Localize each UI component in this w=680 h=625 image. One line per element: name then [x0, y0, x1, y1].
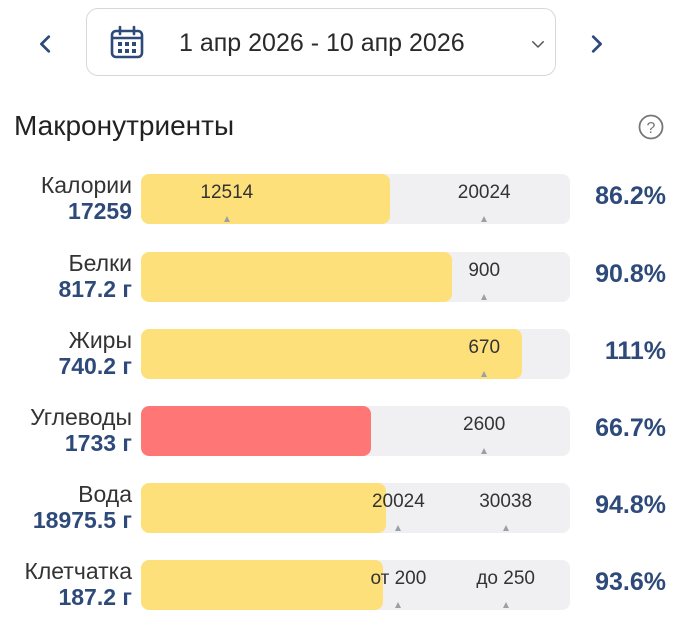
- section-title: Макронутриенты: [14, 110, 235, 141]
- progress-fill: [141, 560, 384, 610]
- macro-value: 740.2 г: [58, 353, 132, 379]
- macro-percent: 66.7%: [595, 414, 666, 442]
- progress-track: 900: [141, 252, 570, 302]
- macro-name: Белки: [68, 250, 132, 276]
- macro-percent: 94.8%: [595, 491, 666, 519]
- macro-percent: 86.2%: [595, 182, 666, 210]
- progress-track: 12514 20024: [141, 174, 570, 224]
- target-marker-label: 2600: [463, 414, 506, 435]
- macro-name: Жиры: [68, 327, 132, 353]
- target-marker-icon: [481, 216, 488, 222]
- progress-fill: [141, 406, 371, 456]
- progress-fill: [141, 174, 390, 224]
- target-marker-icon: [481, 294, 488, 300]
- date-range-text: 1 апр 2026 - 10 апр 2026: [179, 29, 465, 57]
- progress-track: 20024 30038: [141, 483, 570, 533]
- target-marker-label: от 200: [370, 568, 427, 589]
- progress-fill: [141, 252, 453, 302]
- macro-row[interactable]: Белки 817.2 г 900 90.8%: [0, 250, 680, 308]
- target-marker-label: до 250: [476, 568, 535, 589]
- target-marker-icon: [502, 525, 509, 531]
- target-marker-label: 670: [468, 337, 501, 358]
- macro-name: Вода: [78, 481, 132, 507]
- svg-text:?: ?: [647, 120, 656, 137]
- target-marker-label: 30038: [479, 491, 533, 512]
- progress-track: от 200 до 250: [141, 560, 570, 610]
- macro-value: 18975.5 г: [32, 507, 132, 533]
- macro-row[interactable]: Клетчатка 187.2 г от 200 до 250 93.6%: [0, 558, 680, 616]
- target-marker-icon: [223, 216, 230, 222]
- macro-label: Калории 17259: [41, 172, 132, 224]
- chevron-down-icon: [532, 41, 544, 48]
- macro-percent: 111%: [604, 337, 666, 365]
- macro-label: Клетчатка 187.2 г: [24, 558, 132, 610]
- date-range-selector[interactable]: 1 апр 2026 - 10 апр 2026: [86, 8, 556, 76]
- target-marker-label: 20024: [457, 182, 511, 203]
- macro-name: Калории: [40, 172, 132, 198]
- macro-row[interactable]: Жиры 740.2 г 670 111%: [0, 327, 680, 385]
- chevron-right-icon: [591, 35, 602, 53]
- macro-label: Углеводы 1733 г: [30, 404, 132, 456]
- target-marker-label: 12514: [200, 182, 254, 203]
- target-marker-icon: [395, 602, 402, 608]
- target-marker-icon: [481, 448, 488, 454]
- macro-row[interactable]: Калории 17259 12514 20024 86.2%: [0, 172, 680, 230]
- target-marker-label: 20024: [371, 491, 425, 512]
- prev-period-button[interactable]: [28, 26, 64, 62]
- target-marker-label: 900: [468, 260, 501, 281]
- macro-label: Жиры 740.2 г: [58, 327, 132, 379]
- help-circle-icon[interactable]: ?: [638, 114, 664, 140]
- macro-name: Углеводы: [30, 404, 132, 430]
- progress-fill: [141, 329, 522, 379]
- macro-percent: 93.6%: [595, 568, 666, 596]
- macro-percent: 90.8%: [595, 260, 666, 288]
- macro-row[interactable]: Углеводы 1733 г 2600 66.7%: [0, 404, 680, 462]
- macro-name: Клетчатка: [24, 558, 132, 584]
- macro-row[interactable]: Вода 18975.5 г 20024 30038 94.8%: [0, 481, 680, 539]
- macro-value: 1733 г: [64, 430, 132, 456]
- next-period-button[interactable]: [578, 26, 614, 62]
- chevron-left-icon: [40, 35, 51, 53]
- macro-value: 187.2 г: [58, 584, 132, 610]
- target-marker-icon: [502, 602, 509, 608]
- macro-label: Белки 817.2 г: [58, 250, 132, 302]
- target-marker-icon: [395, 525, 402, 531]
- calendar-icon: [110, 25, 144, 59]
- target-marker-icon: [481, 371, 488, 377]
- progress-track: 670: [141, 329, 570, 379]
- macro-label: Вода 18975.5 г: [33, 481, 132, 533]
- progress-track: 2600: [141, 406, 570, 456]
- macro-value: 817.2 г: [58, 276, 132, 302]
- progress-fill: [141, 483, 386, 533]
- macro-value: 17259: [68, 198, 132, 224]
